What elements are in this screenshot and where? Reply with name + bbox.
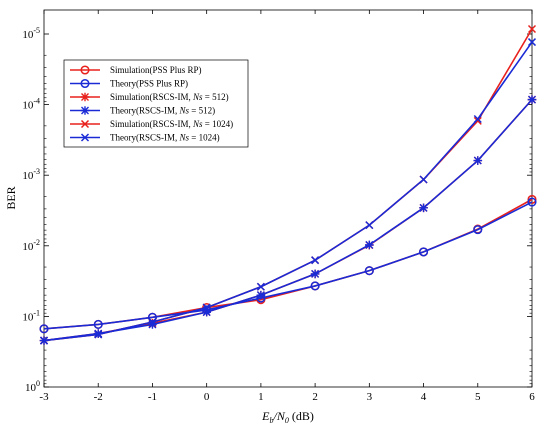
data-point <box>310 281 320 291</box>
data-point <box>473 156 483 165</box>
y-tick-label: 10-2 <box>22 238 40 253</box>
legend-marker <box>80 78 90 89</box>
data-point <box>527 194 537 204</box>
data-point <box>473 225 483 235</box>
x-tick-label: 4 <box>421 391 427 403</box>
series-layer <box>39 24 537 345</box>
x-tick-label: 3 <box>367 391 373 403</box>
legend-entry: Simulation(RSCS-IM, Ns = 1024) <box>110 119 233 129</box>
data-point <box>256 290 266 300</box>
data-point <box>527 24 537 34</box>
legend-entry: Theory(RSCS-IM, Ns = 512) <box>110 106 215 116</box>
data-point <box>94 330 103 339</box>
legend-entry: Theory(RSCS-IM, Ns = 1024) <box>110 133 220 143</box>
data-point <box>93 319 103 329</box>
y-axis-label: BER <box>4 186 18 209</box>
data-point <box>39 336 49 345</box>
y-tick-label: 10-4 <box>22 97 40 112</box>
legend-marker <box>80 119 90 129</box>
data-point <box>419 247 429 257</box>
data-point <box>473 116 482 125</box>
data-point <box>148 317 157 327</box>
legend-marker <box>80 133 90 142</box>
legend-box <box>63 59 249 148</box>
data-point <box>527 95 537 104</box>
x-tick-label: -1 <box>148 391 157 403</box>
data-point <box>202 303 211 312</box>
x-tick-label: -3 <box>39 391 49 403</box>
legend-marker <box>80 65 90 75</box>
legend-marker <box>80 92 90 102</box>
data-point <box>473 114 482 124</box>
x-tick-label: 1 <box>258 391 264 403</box>
x-axis-label: Eb/N0 (dB) <box>261 409 314 425</box>
data-point <box>311 256 320 265</box>
legend-entry: Theory(PSS Plus RP) <box>110 79 188 89</box>
y-tick-label: 10-5 <box>22 26 40 41</box>
x-tick-label: 2 <box>312 391 318 403</box>
data-point <box>202 307 211 317</box>
data-point <box>39 324 49 334</box>
data-point <box>527 38 537 47</box>
x-tick-label: 0 <box>204 391 210 403</box>
legend-marker <box>80 106 90 115</box>
data-point <box>419 175 428 184</box>
data-point <box>527 197 537 207</box>
data-point <box>365 221 374 230</box>
data-point <box>364 266 374 276</box>
series-line <box>43 41 533 342</box>
y-tick-label: 10-1 <box>22 308 40 323</box>
data-point <box>419 203 428 213</box>
data-point <box>365 240 374 250</box>
series-line <box>43 201 533 330</box>
data-point <box>256 282 265 291</box>
legend: Simulation(PSS Plus RP) Theory(PSS Plus R… <box>63 59 249 148</box>
y-tick-label: 10-3 <box>22 167 40 182</box>
legend-entry: Simulation(PSS Plus RP) <box>110 65 202 75</box>
y-tick-label: 100 <box>25 379 40 394</box>
x-tick-label: -2 <box>94 391 103 403</box>
legend-entry: Simulation(RSCS-IM, Ns = 512) <box>110 92 229 102</box>
x-tick-label: 5 <box>475 391 481 403</box>
x-tick-label: 6 <box>529 391 535 403</box>
ticks-layer: -3 -2 -1 0 1 2 3 4 5 6 100 10-1 10-2 10-3 10-4 10-5 <box>22 10 535 403</box>
data-point <box>148 320 157 329</box>
data-point <box>310 269 320 279</box>
